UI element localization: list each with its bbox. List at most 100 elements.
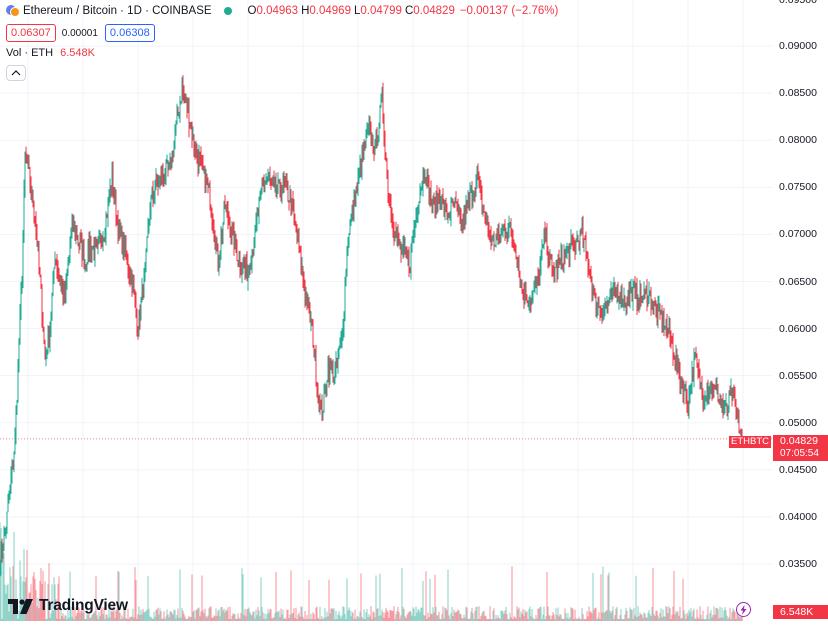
volume-bar xyxy=(5,593,7,621)
volume-bar xyxy=(321,616,323,621)
symbol-title[interactable]: Ethereum / Bitcoin · 1D · COINBASE xyxy=(23,5,212,17)
volume-bar xyxy=(89,618,91,621)
volume-bar xyxy=(140,609,142,621)
volume-bar xyxy=(249,612,251,621)
volume-bar xyxy=(264,613,266,621)
volume-bar xyxy=(221,606,223,621)
volume-bar xyxy=(11,598,13,621)
volume-bar xyxy=(92,613,94,621)
volume-bar xyxy=(647,612,649,621)
volume-bar xyxy=(542,614,544,621)
volume-bar xyxy=(276,611,278,621)
volume-bar xyxy=(370,606,372,621)
volume-bar xyxy=(518,607,520,621)
volume-bar xyxy=(318,619,320,621)
volume-bar xyxy=(297,614,299,621)
volume-bar xyxy=(531,609,533,621)
volume-label: Vol · ETH xyxy=(6,47,54,59)
volume-bar xyxy=(373,612,375,621)
volume-bar xyxy=(199,616,201,621)
volume-bar xyxy=(392,610,394,621)
volume-bar xyxy=(1,619,3,621)
volume-bar xyxy=(691,616,693,621)
volume-bar xyxy=(682,578,684,621)
volume-bar xyxy=(516,606,518,621)
volume-bar xyxy=(480,615,482,621)
volume-bar xyxy=(37,597,39,621)
volume-bar xyxy=(489,606,491,621)
volume-bar xyxy=(636,617,638,621)
volume-bar xyxy=(42,570,44,621)
volume-bar xyxy=(628,618,630,621)
volume-bar xyxy=(351,611,353,621)
volume-bar xyxy=(235,619,237,621)
volume-bar xyxy=(440,619,442,621)
volume-bar xyxy=(250,614,252,621)
volume-bar xyxy=(305,619,307,621)
buy-price-button[interactable]: 0.06308 xyxy=(104,24,155,42)
volume-bar xyxy=(642,618,644,621)
volume-bar xyxy=(447,569,449,621)
volume-bar xyxy=(672,606,674,621)
volume-bar xyxy=(509,612,511,621)
volume-bar xyxy=(308,580,310,621)
volume-bar xyxy=(723,610,725,621)
volume-bar xyxy=(425,571,427,621)
volume-bar xyxy=(263,619,265,621)
volume-bar xyxy=(729,607,731,621)
volume-bar xyxy=(75,615,77,621)
volume-bar xyxy=(443,618,445,621)
volume-bar xyxy=(357,615,359,621)
volume-bar xyxy=(460,614,462,621)
volume-bar xyxy=(653,613,655,621)
volume-bar xyxy=(344,613,346,621)
volume-bar xyxy=(224,612,226,621)
volume-bar xyxy=(185,619,187,621)
volume-bar xyxy=(353,618,355,621)
volume-bar xyxy=(287,609,289,621)
volume-bar xyxy=(38,608,40,621)
volume-bar xyxy=(181,607,183,621)
volume-bar xyxy=(114,618,116,621)
volume-bar xyxy=(485,616,487,621)
volume-bar xyxy=(650,616,652,621)
volume-bar xyxy=(45,619,47,621)
quick-trade-button[interactable] xyxy=(736,602,751,617)
volume-bar xyxy=(362,618,364,621)
volume-bar xyxy=(550,619,552,621)
volume-bar xyxy=(384,612,386,621)
volume-bar xyxy=(219,616,221,621)
last-price-badge: 0.04829 07:05:54 xyxy=(773,435,828,461)
volume-bar xyxy=(543,606,545,621)
volume-bar xyxy=(484,615,486,621)
volume-bar xyxy=(283,619,285,621)
volume-bar xyxy=(310,613,312,621)
volume-bar xyxy=(732,608,734,621)
volume-bar xyxy=(156,609,158,621)
volume-bar xyxy=(487,619,489,621)
volume-bar xyxy=(619,615,621,621)
volume-bar xyxy=(268,612,270,621)
volume-bar xyxy=(58,576,60,621)
volume-bar xyxy=(134,567,136,621)
volume-bar xyxy=(701,619,703,621)
volume-bar xyxy=(325,617,327,621)
volume-bar xyxy=(580,619,582,621)
volume-bar xyxy=(303,619,305,621)
volume-legend[interactable]: Vol · ETH 6.548K xyxy=(6,47,95,59)
volume-bar xyxy=(718,618,720,621)
volume-bar xyxy=(284,617,286,621)
volume-bar xyxy=(426,618,428,621)
volume-bar xyxy=(561,618,563,621)
volume-bar xyxy=(355,619,357,621)
volume-bar xyxy=(584,619,586,621)
volume-bar xyxy=(124,606,126,621)
tradingview-logo[interactable]: TradingView xyxy=(8,596,128,616)
volume-bar xyxy=(46,618,48,621)
sell-price-button[interactable]: 0.06307 xyxy=(6,24,56,42)
volume-bar xyxy=(241,568,243,621)
volume-bar xyxy=(343,607,345,621)
collapse-legend-button[interactable] xyxy=(6,65,26,81)
volume-bar xyxy=(482,611,484,621)
